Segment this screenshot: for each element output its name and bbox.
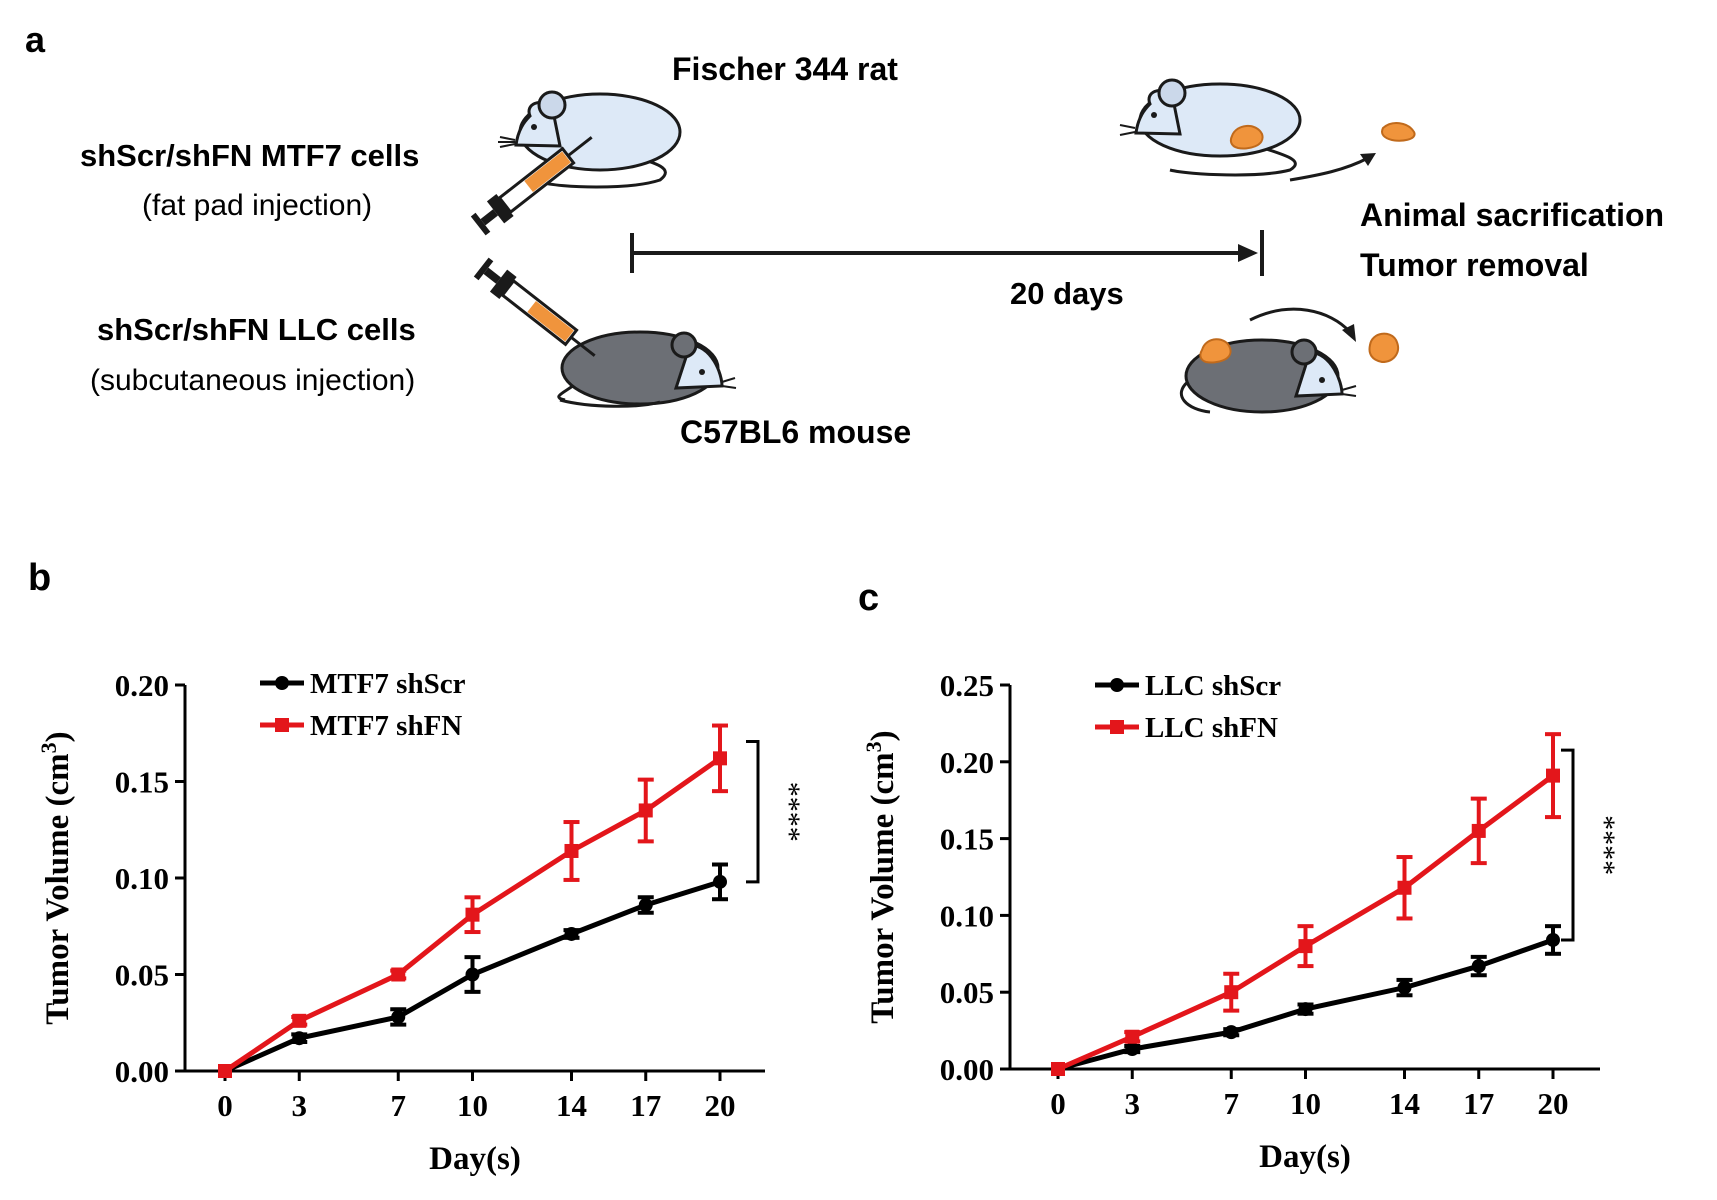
y-tick-label: 0.05 [940,975,994,1010]
legend-label: LLC shScr [1145,670,1281,702]
rat-with-tumor-icon [1119,78,1302,177]
data-point [564,926,579,941]
significance-bracket [746,740,760,884]
data-point [1298,1002,1313,1017]
x-tick-label: 3 [1125,1086,1141,1121]
timeline-arrow [630,230,1264,276]
significance-label: **** [1588,815,1621,875]
data-point [218,1064,232,1078]
chart-panel-b: b 0.00 0.05 0.10 0.15 0.20 0 3 7 10 14 17 20 Day(s) Tu… [28,557,806,1177]
data-point [1546,932,1560,947]
series-llc-shfn [1051,732,1561,1076]
data-point [391,967,406,982]
significance-bracket [1561,748,1575,942]
rat-cells-label: shScr/shFN MTF7 cells [80,138,419,173]
x-tick-label: 7 [1224,1086,1240,1121]
x-tick-label: 0 [1050,1086,1066,1121]
y-axis-label: Tumor Volume (cm3) [861,730,901,1023]
legend-marker [1110,678,1124,692]
y-tick-label: 0.10 [940,898,994,933]
data-point [638,803,653,818]
y-tick-label: 0.00 [940,1052,994,1087]
data-point [713,874,727,889]
y-tick-label: 0.25 [940,668,994,703]
data-point [1224,985,1239,1000]
data-point [292,1013,307,1028]
data-point [1546,768,1560,783]
data-point [638,898,653,913]
data-point [465,907,480,922]
y-tick-label: 0.00 [115,1054,169,1089]
y-tick-label: 0.20 [940,745,994,780]
significance-label: **** [773,782,806,842]
mouse-with-tumor-icon [1179,338,1357,414]
data-point [1471,823,1486,838]
legend-label: LLC shFN [1145,712,1278,744]
panel-b-label: b [28,557,51,599]
data-point [1397,880,1412,895]
data-point [1224,1025,1239,1040]
tumor-icon [1381,122,1416,142]
legend-marker [1110,720,1124,734]
legend-label: MTF7 shFN [310,710,462,742]
duration-label: 20 days [1010,276,1124,311]
y-tick-label: 0.15 [115,765,169,800]
data-point [1051,1062,1065,1076]
data-point [391,1009,406,1024]
legend-label: MTF7 shScr [310,668,466,700]
y-tick-label: 0.10 [115,861,169,896]
mouse-injection-label: (subcutaneous injection) [90,364,415,397]
rat-label: Fischer 344 rat [672,51,898,87]
y-tick-label: 0.20 [115,668,169,703]
panel-a-schematic: a Fischer 344 rat shScr/shFN MTF7 cells … [25,19,1664,450]
y-axis-label: Tumor Volume (cm3) [36,731,76,1024]
data-point [1471,959,1486,974]
rat-injection-label: (fat pad injection) [142,189,372,222]
y-tick-label: 0.15 [940,822,994,857]
x-tick-label: 17 [1463,1086,1494,1121]
data-point [713,751,727,766]
mouse-cells-label: shScr/shFN LLC cells [97,312,416,347]
endpoint-line-2: Tumor removal [1360,247,1589,283]
mouse-label: C57BL6 mouse [680,414,911,450]
data-point [1125,1042,1140,1057]
endpoint-line-1: Animal sacrification [1360,197,1664,233]
data-point [564,843,579,858]
x-tick-label: 20 [1538,1086,1569,1121]
series-mtf7-shfn [218,723,728,1078]
panel-a-label: a [25,19,46,60]
x-axis-label: Day(s) [429,1141,521,1177]
x-tick-label: 0 [217,1088,233,1123]
chart-panel-c: c 0.00 0.05 0.10 0.15 0.20 0.25 0 3 7 10 14 17 20 Day(… [858,577,1621,1175]
syringe-icon [473,257,596,357]
x-axis-label: Day(s) [1259,1139,1351,1175]
syringe-icon [470,136,593,236]
legend-marker [275,718,289,732]
removal-arrow [1249,307,1352,334]
x-tick-label: 20 [705,1088,736,1123]
series-mtf7-shscr [218,862,728,1078]
mouse-icon [557,330,737,408]
removal-arrowhead [1360,153,1376,166]
y-tick-label: 0.05 [115,958,169,993]
x-tick-label: 17 [630,1088,661,1123]
data-point [292,1031,307,1046]
x-tick-label: 10 [457,1088,488,1123]
removal-arrowhead [1342,324,1356,342]
data-point [1298,939,1313,954]
data-point [1125,1029,1140,1044]
x-tick-label: 10 [1290,1086,1321,1121]
legend-marker [275,676,289,690]
x-tick-label: 7 [391,1088,407,1123]
data-point [1397,980,1412,995]
removal-arrow [1289,156,1369,182]
x-tick-label: 14 [1389,1086,1420,1121]
x-tick-label: 3 [292,1088,308,1123]
tumor-icon [1368,332,1400,364]
data-point [465,967,480,982]
panel-c-label: c [858,577,879,619]
x-tick-label: 14 [556,1088,587,1123]
